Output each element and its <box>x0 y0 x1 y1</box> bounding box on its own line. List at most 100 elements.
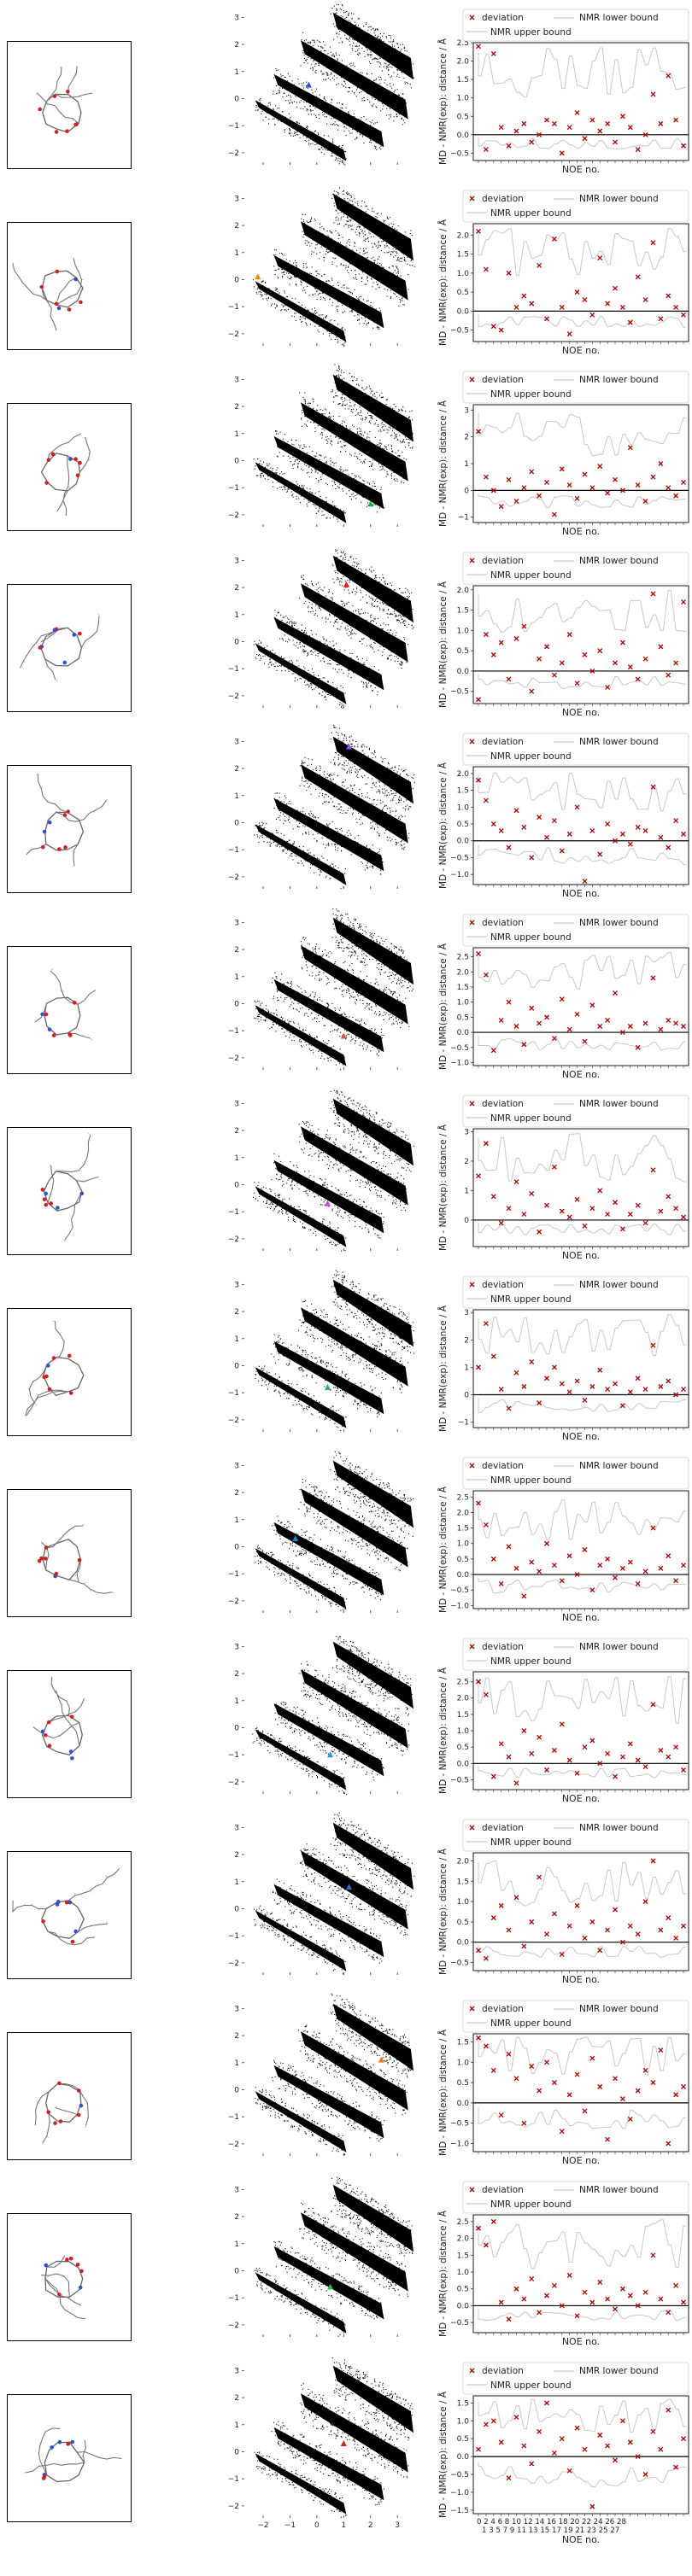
deviation-point <box>613 1200 618 1206</box>
deviation-point <box>574 2313 580 2319</box>
y-tick-label: −2 <box>228 1417 239 1425</box>
deviation-point <box>490 821 496 827</box>
deviation-point <box>529 688 535 694</box>
y-tick-label: 1.0 <box>457 270 470 278</box>
deviation-point <box>498 640 504 645</box>
deviation-point <box>483 797 489 803</box>
y-tick-label: 0.5 <box>457 113 469 121</box>
deviation-point <box>605 821 611 827</box>
side-chain-bond <box>46 2255 66 2268</box>
y-tick-label: 1.5 <box>457 1878 469 1886</box>
noe-deviation-plot: 3 2 1 0 MD - NMR(exp): distance / Å NOE no. de… <box>437 1095 689 1261</box>
y-tick-label: 1.5 <box>457 1525 469 1533</box>
y-tick-label: 2.0 <box>457 1509 470 1517</box>
y-tick-label: −1 <box>228 484 239 493</box>
deviation-point <box>506 1405 512 1411</box>
y-tick-label: 1.0 <box>457 1727 470 1736</box>
nmr-lower-bound-line <box>478 1578 686 1594</box>
y-axis-label: MD - NMR(exp): distance / Å <box>437 2029 449 2156</box>
embedding-point-cloud <box>253 1812 415 1975</box>
deviation-point <box>597 851 603 857</box>
side-chain-bond <box>46 67 62 102</box>
x-axis-label: NOE no. <box>562 1974 600 1985</box>
deviation-point <box>521 1042 527 1048</box>
deviation-point <box>597 2279 603 2285</box>
deviation-point <box>559 1208 565 1214</box>
legend-label-deviation: deviation <box>482 2004 524 2014</box>
side-chain-bond <box>77 990 97 1005</box>
deviation-point <box>635 482 641 488</box>
deviation-point <box>559 1578 565 1584</box>
y-tick-label: −2 <box>228 2322 239 2330</box>
y-tick-label: 0.0 <box>457 1939 470 1948</box>
y-tick-label: 3 <box>234 557 239 565</box>
deviation-point <box>650 1167 656 1173</box>
deviation-point <box>521 623 527 629</box>
nmr-upper-bound-line <box>478 951 686 990</box>
legend-label-lower-bound: NMR lower bound <box>579 2185 659 2195</box>
molecule-structure-panel <box>7 1851 132 1979</box>
nitrogen-atom <box>40 1012 44 1017</box>
deviation-point <box>589 1919 595 1925</box>
side-chain-bond <box>47 1931 95 1946</box>
y-axis-label: MD - NMR(exp): distance / Å <box>437 2210 449 2337</box>
deviation-point <box>498 1387 504 1393</box>
side-chain-bond <box>47 1697 85 1724</box>
embedding-scatter-plot: 3 2 1 0 −1 −2 <box>228 2176 413 2337</box>
deviation-point <box>537 1874 542 1880</box>
y-tick-label: 3 <box>234 1100 239 1108</box>
oxygen-atom <box>55 269 60 274</box>
deviation-point <box>666 2310 671 2316</box>
y-tick-label: 1 <box>464 460 469 469</box>
y-tick-label: −1 <box>228 122 239 131</box>
deviation-point <box>476 2035 481 2041</box>
y-tick-label: 0.5 <box>457 1919 469 1927</box>
deviation-point <box>559 150 565 156</box>
y-tick-label: 1.5 <box>457 2399 469 2408</box>
oxygen-atom <box>52 94 57 98</box>
deviation-point <box>559 466 565 472</box>
legend-label-upper-bound: NMR upper bound <box>490 389 572 400</box>
deviation-point <box>650 1525 656 1531</box>
y-tick-label: 2 <box>464 1336 469 1345</box>
nmr-upper-bound-line <box>478 2219 686 2269</box>
deviation-point <box>490 1915 496 1921</box>
deviation-point <box>483 147 489 153</box>
deviation-point <box>490 324 496 330</box>
deviation-point <box>521 120 527 126</box>
deviation-point <box>666 2141 671 2147</box>
deviation-point <box>627 2439 633 2445</box>
deviation-point <box>597 1367 603 1373</box>
y-axis-label: MD - NMR(exp): distance / Å <box>437 581 449 708</box>
deviation-point <box>619 2096 625 2102</box>
deviation-point <box>513 1370 519 1376</box>
conformer-row: 3 2 1 0 −1 −2 2.0 1.5 1.0 0.5 0.0 −0.5 −1.0 MD - NMR(… <box>0 725 692 912</box>
deviation-point <box>613 1773 618 1779</box>
deviation-point <box>506 999 512 1005</box>
noe-deviation-plot: 2.0 1.5 1.0 0.5 0.0 −0.5 −1.0MD - NMR(exp): di… <box>437 733 689 899</box>
deviation-point <box>666 1915 671 1921</box>
legend: deviation NMR lower bound NMR upper bound <box>462 2000 689 2033</box>
oxygen-atom <box>43 1732 48 1738</box>
deviation-point <box>635 1376 641 1381</box>
y-tick-label: 2 <box>234 2394 239 2403</box>
deviation-point <box>537 1229 542 1235</box>
y-tick-label: 1 <box>234 2059 239 2068</box>
embedding-point-cloud <box>252 1089 415 1252</box>
deviation-point <box>582 297 588 302</box>
oxygen-atom <box>44 1202 49 1207</box>
y-tick-label: 0.5 <box>457 289 469 297</box>
deviation-point <box>582 136 588 142</box>
deviation-point <box>605 301 611 307</box>
deviation-point <box>551 672 557 678</box>
deviation-point <box>551 511 557 517</box>
y-tick-label: 2.0 <box>457 968 470 977</box>
deviation-point <box>476 44 481 50</box>
deviation-point <box>490 1194 496 1200</box>
deviation-point <box>666 485 671 491</box>
noe-deviation-plot: 2.5 2.0 1.5 1.0 0.5 0.0 −0.5MD - NMR(exp): dis… <box>437 1638 689 1804</box>
deviation-point <box>506 676 512 682</box>
deviation-point <box>666 1754 671 1760</box>
molecule-drawing <box>11 1868 120 1946</box>
deviation-point <box>529 139 535 145</box>
